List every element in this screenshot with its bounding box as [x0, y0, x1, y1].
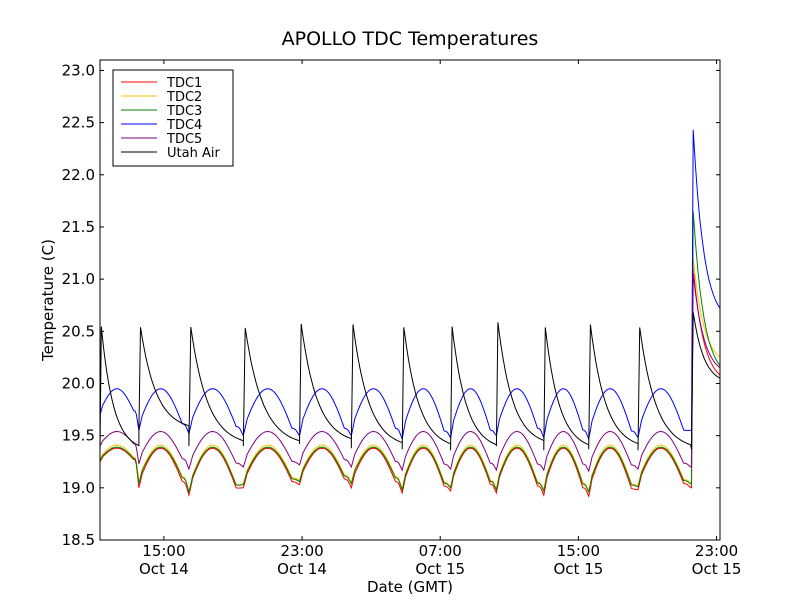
series-line-utah-air — [99, 312, 721, 452]
x-tick-date-label: Oct 15 — [553, 560, 603, 578]
legend-box — [112, 69, 234, 167]
x-tick-date-label: Oct 15 — [692, 560, 742, 578]
legend-label: TDC1 — [166, 76, 202, 91]
plot-area: 18.5 19.0 19.5 20.0 20.5 21.0 21.5 22.0 22.5 23.0… — [62, 59, 742, 578]
y-tick-label: 19.5 — [62, 427, 95, 445]
series-line-tdc3 — [99, 211, 721, 494]
x-tick-date-label: Oct 14 — [139, 560, 189, 578]
y-tick-label: 20.5 — [62, 322, 95, 340]
x-axis-label: Date (GMT) — [367, 578, 453, 596]
y-tick-label: 21.5 — [62, 218, 95, 236]
legend-label: TDC5 — [166, 132, 202, 147]
x-tick-time-label: 23:00 — [695, 542, 738, 560]
y-tick-label: 22.5 — [62, 114, 95, 132]
x-tick-date-label: Oct 15 — [415, 560, 465, 578]
series-line-tdc2 — [99, 258, 721, 493]
x-tick-time-label: 15:00 — [142, 542, 185, 560]
chart-title: APOLLO TDC Temperatures — [282, 28, 539, 50]
x-tick-date-label: Oct 14 — [277, 560, 327, 578]
x-tick-time-label: 07:00 — [419, 542, 462, 560]
legend-label: TDC3 — [166, 104, 202, 119]
plot-frame — [99, 59, 721, 541]
y-tick-label: 21.0 — [62, 270, 95, 288]
series-line-tdc1 — [99, 268, 721, 498]
legend-label: Utah Air — [167, 146, 220, 161]
series-line-tdc4 — [99, 129, 721, 441]
x-tick-time-label: 15:00 — [557, 542, 600, 560]
legend-label: TDC4 — [166, 118, 202, 133]
x-tick-time-label: 23:00 — [280, 542, 323, 560]
series-line-tdc5 — [99, 273, 721, 473]
y-axis-label: Temperature (C) — [39, 239, 57, 362]
legend-label: TDC2 — [166, 90, 202, 105]
y-tick-label: 22.0 — [62, 166, 95, 184]
y-tick-label: 18.5 — [62, 531, 95, 549]
y-tick-label: 23.0 — [62, 61, 95, 79]
y-tick-label: 20.0 — [62, 374, 95, 392]
y-tick-label: 19.0 — [62, 479, 95, 497]
